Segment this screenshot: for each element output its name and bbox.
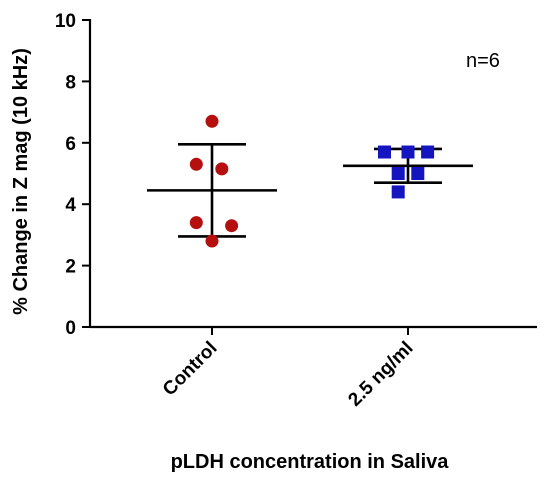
data-point [205, 234, 219, 248]
y-tick-label: 0 [65, 318, 76, 339]
y-tick-label: 6 [65, 134, 76, 155]
x-category-label: Control [159, 338, 222, 401]
data-marks [147, 114, 473, 248]
data-point [205, 114, 219, 128]
data-point [225, 219, 239, 233]
y-axis-ticks: 0 2 4 6 8 10 [55, 11, 90, 339]
y-tick-label: 4 [65, 195, 76, 216]
y-axis-title: % Change in Z mag (10 kHz) [10, 48, 32, 315]
y-tick-label: 8 [65, 72, 76, 93]
data-point [377, 145, 391, 159]
data-point [215, 162, 229, 176]
x-category-label: 2.5 ng/ml [344, 338, 417, 411]
y-tick-label: 2 [65, 257, 76, 278]
data-point [189, 157, 203, 171]
data-point [421, 145, 435, 159]
data-point [411, 167, 425, 180]
data-point [391, 167, 405, 180]
sample-size-annotation: n=6 [466, 50, 500, 72]
y-tick-label: 10 [55, 11, 76, 32]
data-point [401, 145, 415, 159]
data-point [189, 216, 203, 230]
x-axis-title: pLDH concentration in Saliva [171, 451, 450, 473]
data-point [391, 185, 405, 199]
x-axis-categories: Control 2.5 ng/ml [159, 327, 418, 411]
